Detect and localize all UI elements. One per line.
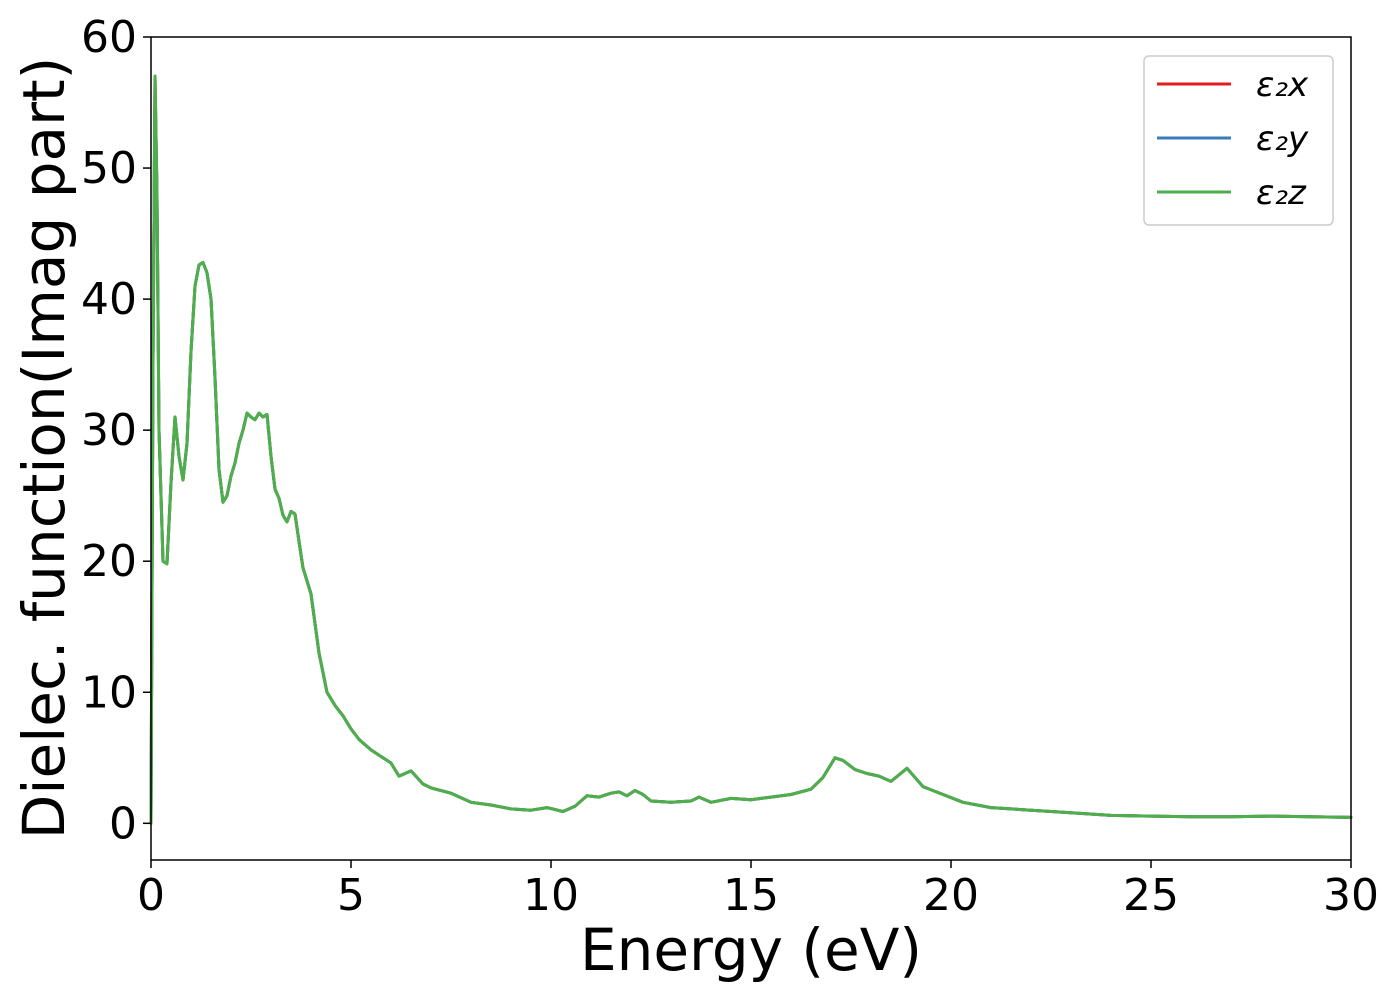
x-tick-label: 0: [137, 870, 165, 921]
legend-label-1: ε₂x: [1256, 65, 1309, 105]
legend-label-3: ε₂z: [1256, 173, 1307, 213]
x-tick-label: 10: [523, 870, 579, 921]
x-tick-label: 30: [1323, 870, 1379, 921]
legend: ε₂x ε₂y ε₂z: [1143, 55, 1334, 226]
legend-box: [1143, 55, 1334, 226]
y-tick-label: 40: [81, 274, 137, 325]
y-tick-label: 30: [81, 405, 137, 456]
y-axis-title: Dielec. function(Imag part): [10, 57, 78, 840]
x-tick-label: 15: [723, 870, 779, 921]
x-tick-label: 25: [1123, 870, 1179, 921]
y-tick-label: 60: [81, 12, 137, 63]
x-axis-title: Energy (eV): [580, 916, 922, 984]
x-tick-label: 5: [337, 870, 365, 921]
y-axis-ticks: 0 10 20 30 40 50 60: [81, 12, 151, 849]
y-tick-label: 10: [81, 667, 137, 718]
y-tick-label: 50: [81, 143, 137, 194]
x-tick-label: 20: [923, 870, 979, 921]
series-line-3: [149, 74, 1353, 825]
x-axis-ticks: 0 5 10 15 20 25 30: [137, 860, 1379, 921]
y-tick-label: 20: [81, 536, 137, 587]
y-tick-label: 0: [109, 798, 137, 849]
series-layer: [149, 74, 1353, 825]
legend-label-2: ε₂y: [1256, 119, 1309, 159]
